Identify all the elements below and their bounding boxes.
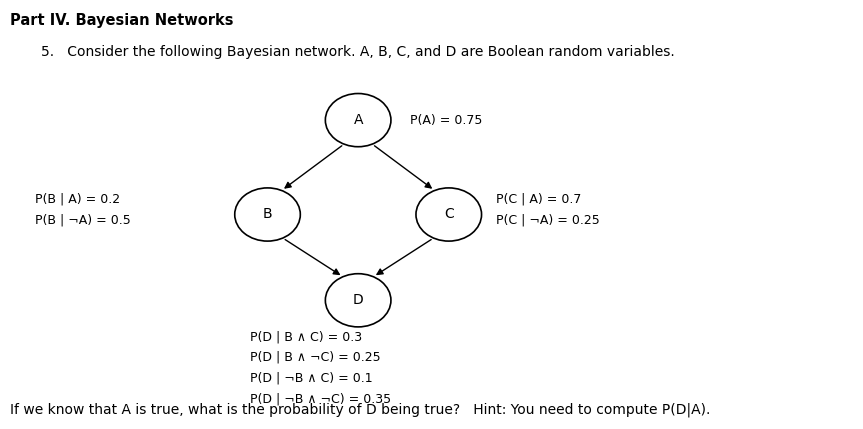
Text: D: D <box>353 293 363 307</box>
Text: P(B | A) = 0.2: P(B | A) = 0.2 <box>35 193 120 206</box>
Text: P(D | ¬B ∧ ¬C) = 0.35: P(D | ¬B ∧ ¬C) = 0.35 <box>250 392 392 405</box>
Text: B: B <box>262 208 273 221</box>
Text: P(D | ¬B ∧ C) = 0.1: P(D | ¬B ∧ C) = 0.1 <box>250 372 373 384</box>
Ellipse shape <box>416 188 482 241</box>
Text: 5.   Consider the following Bayesian network. A, B, C, and D are Boolean random : 5. Consider the following Bayesian netwo… <box>41 45 675 59</box>
Text: P(C | A) = 0.7: P(C | A) = 0.7 <box>496 193 582 206</box>
Text: P(D | B ∧ C) = 0.3: P(D | B ∧ C) = 0.3 <box>250 330 362 343</box>
Text: A: A <box>353 113 363 127</box>
Text: P(B | ¬A) = 0.5: P(B | ¬A) = 0.5 <box>35 214 130 227</box>
Text: Part IV. Bayesian Networks: Part IV. Bayesian Networks <box>10 13 234 28</box>
Ellipse shape <box>325 274 391 327</box>
Text: P(A) = 0.75: P(A) = 0.75 <box>410 114 482 127</box>
Ellipse shape <box>325 94 391 147</box>
Text: P(D | B ∧ ¬C) = 0.25: P(D | B ∧ ¬C) = 0.25 <box>250 351 381 364</box>
Ellipse shape <box>235 188 300 241</box>
Text: If we know that A is true, what is the probability of D being true?   Hint: You : If we know that A is true, what is the p… <box>10 402 711 417</box>
Text: P(C | ¬A) = 0.25: P(C | ¬A) = 0.25 <box>496 214 600 227</box>
Text: C: C <box>444 208 454 221</box>
